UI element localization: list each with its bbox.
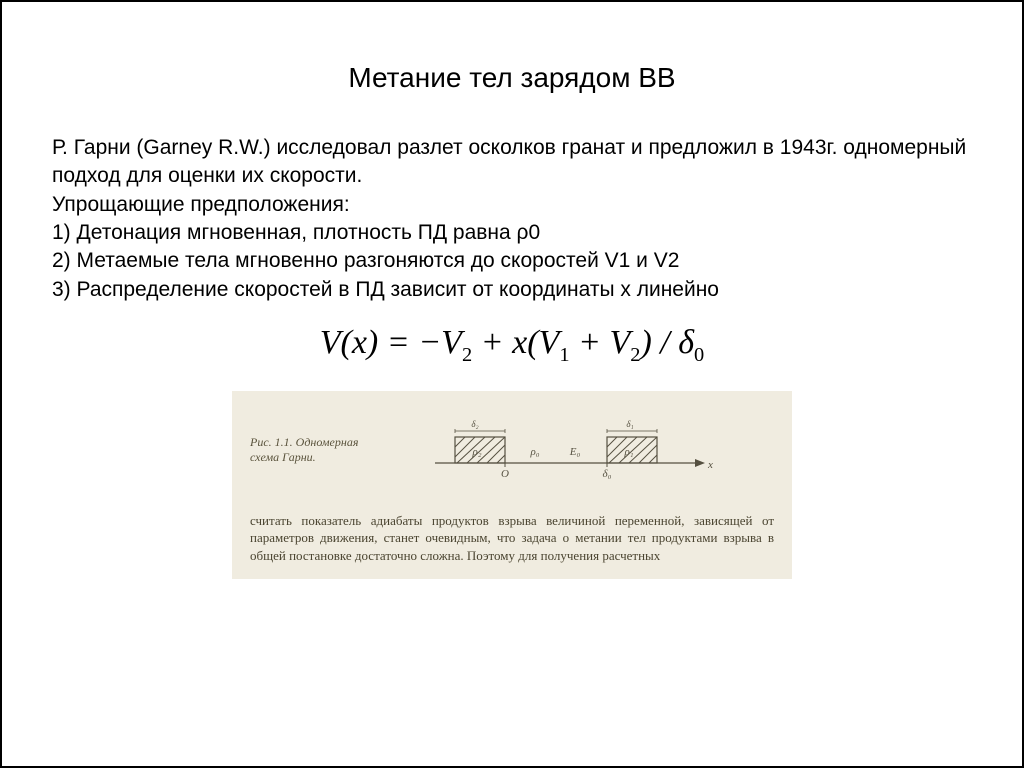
assumption-2: 2) Метаемые тела мгновенно разгоняются д… xyxy=(52,249,679,272)
formula-v2-sub: 2 xyxy=(462,344,472,366)
assumptions-heading: Упрощающие предположения: xyxy=(52,193,350,216)
label-delta1-top: δ₁ xyxy=(626,419,633,429)
label-rho2: ρ₂ xyxy=(471,446,481,458)
axis-label-x: x xyxy=(707,459,713,471)
formula-v2: V xyxy=(441,324,462,361)
formula-x: x( xyxy=(512,324,538,361)
formula-eq: = xyxy=(378,324,418,361)
formula-close: ) / xyxy=(640,324,678,361)
scanned-excerpt: Рис. 1.1. Одномерная схема Гарни. x xyxy=(232,391,792,579)
scan-caption: Рис. 1.1. Одномерная схема Гарни. xyxy=(250,435,385,466)
axis-arrow-icon xyxy=(695,459,705,467)
formula-v1-sub: 1 xyxy=(559,344,569,366)
scan-wrap: Рис. 1.1. Одномерная схема Гарни. x xyxy=(52,391,972,579)
assumption-1: 1) Детонация мгновенная, плотность ПД ра… xyxy=(52,221,540,244)
scan-figure-row: Рис. 1.1. Одномерная схема Гарни. x xyxy=(250,403,774,498)
formula-v2b: V xyxy=(609,324,630,361)
label-rho1: ρ₁ xyxy=(623,446,633,458)
body-text: Р. Гарни (Garney R.W.) исследовал разлет… xyxy=(52,134,972,304)
label-delta0: δ₀ xyxy=(603,468,612,480)
formula: V(x) = −V2 + x(V1 + V2) / δ0 xyxy=(52,324,972,367)
formula-plus1: + xyxy=(472,324,512,361)
formula-v1: V xyxy=(539,324,560,361)
label-e0: E₀ xyxy=(569,446,581,458)
formula-plus2: + xyxy=(570,324,610,361)
slide-title: Метание тел зарядом ВВ xyxy=(52,62,972,94)
formula-minus: − xyxy=(418,324,441,361)
slide-frame: Метание тел зарядом ВВ Р. Гарни (Garney … xyxy=(0,0,1024,768)
label-rho0: ρ₀ xyxy=(529,446,539,458)
label-delta2-top: δ₂ xyxy=(471,419,478,429)
scan-diagram: x xyxy=(415,403,715,498)
scan-body-text: считать показатель адиабаты продуктов вз… xyxy=(250,512,774,565)
formula-v2b-sub: 2 xyxy=(630,344,640,366)
assumption-3: 3) Распределение скоростей в ПД зависит … xyxy=(52,278,719,301)
formula-delta: δ xyxy=(678,324,694,361)
formula-lhs: V(x) xyxy=(320,324,379,361)
label-origin: O xyxy=(501,468,509,480)
formula-delta-sub: 0 xyxy=(694,344,704,366)
intro-text: Р. Гарни (Garney R.W.) исследовал разлет… xyxy=(52,136,966,187)
